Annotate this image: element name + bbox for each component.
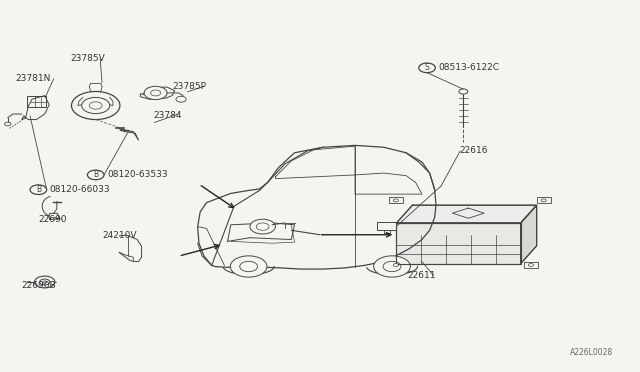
Circle shape	[240, 261, 257, 272]
Circle shape	[394, 263, 398, 266]
Text: 08513-6122C: 08513-6122C	[438, 63, 499, 72]
Text: 22690B: 22690B	[22, 281, 56, 290]
Circle shape	[30, 185, 47, 195]
Text: 23785V: 23785V	[70, 54, 105, 63]
Text: 08120-63533: 08120-63533	[107, 170, 168, 179]
Bar	[389, 198, 403, 203]
Circle shape	[40, 279, 50, 285]
Circle shape	[459, 89, 468, 94]
Circle shape	[419, 63, 435, 73]
Text: B: B	[36, 185, 41, 194]
Circle shape	[4, 122, 11, 126]
Bar	[378, 222, 396, 230]
Circle shape	[90, 102, 102, 109]
Circle shape	[541, 199, 546, 202]
Bar	[524, 262, 538, 268]
Bar	[389, 262, 403, 268]
Circle shape	[150, 90, 161, 96]
Polygon shape	[396, 223, 521, 263]
Polygon shape	[396, 205, 537, 223]
Text: A226L0028: A226L0028	[570, 347, 613, 357]
Text: 23781N: 23781N	[15, 74, 51, 83]
Circle shape	[144, 86, 167, 100]
FancyBboxPatch shape	[27, 96, 46, 107]
Circle shape	[394, 199, 398, 202]
Text: 22616: 22616	[459, 147, 488, 155]
Text: 22690: 22690	[38, 215, 67, 224]
Circle shape	[374, 256, 410, 277]
Circle shape	[529, 263, 534, 266]
Text: 08120-66033: 08120-66033	[50, 185, 111, 194]
Text: B: B	[93, 170, 99, 179]
Text: 22611: 22611	[407, 271, 436, 280]
Text: 24210V: 24210V	[102, 231, 136, 240]
Circle shape	[176, 96, 186, 102]
Text: S: S	[425, 63, 429, 72]
Polygon shape	[521, 205, 537, 263]
Circle shape	[256, 223, 269, 230]
Text: 23784: 23784	[153, 111, 182, 121]
Circle shape	[383, 261, 401, 272]
Circle shape	[35, 276, 55, 288]
Circle shape	[72, 92, 120, 119]
Circle shape	[230, 256, 267, 277]
Text: 23785P: 23785P	[172, 82, 206, 91]
Circle shape	[82, 97, 109, 113]
Circle shape	[88, 170, 104, 180]
Bar	[537, 198, 550, 203]
Circle shape	[250, 219, 275, 234]
Circle shape	[43, 281, 47, 283]
